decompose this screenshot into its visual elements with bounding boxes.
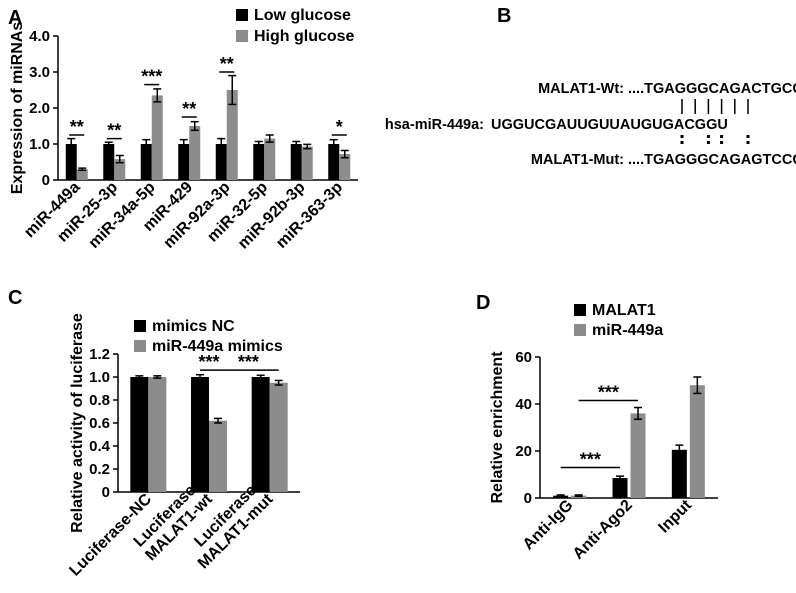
legend-swatch (134, 320, 146, 332)
x-tick-label: Anti-Ago2 (570, 497, 636, 563)
legend-label: Low glucose (254, 7, 351, 24)
bar (290, 144, 302, 180)
y-tick-label: 0 (42, 172, 50, 189)
seq-wt: ....TGAGGGCAGACTGCCA.... (628, 81, 796, 97)
bar (630, 413, 646, 498)
panel-label-d: D (476, 292, 490, 314)
y-tick-label: 0.6 (89, 415, 110, 432)
legend-label: High glucose (254, 28, 355, 45)
y-tick-label: 1.0 (89, 369, 110, 386)
bar (215, 144, 227, 180)
bar (301, 146, 313, 180)
pair-dot (680, 141, 684, 144)
seq-label-mut: MALAT1-Mut: (531, 152, 624, 168)
pairing-marks-mut (680, 135, 750, 144)
legend-swatch (236, 9, 248, 21)
sequence-alignment: MALAT1-Wt: ....TGAGGGCAGACTGCCA.... hsa-… (385, 81, 796, 168)
y-axis-label: Expression of miRNAs (9, 22, 26, 195)
panel-label-c: C (8, 287, 22, 309)
significance-stars: ** (107, 121, 121, 141)
pair-dot (720, 135, 724, 138)
legend-label: MALAT1 (592, 302, 656, 319)
seq-mut: ....TGAGGGCAGAGTCCGA.... (628, 152, 796, 168)
bar (151, 95, 163, 180)
significance-stars: *** (141, 67, 162, 87)
bar (339, 154, 351, 180)
bar (671, 449, 687, 498)
bar (130, 377, 149, 492)
significance-stars: * (336, 117, 343, 137)
y-axis-label: Relative activity of luciferase (69, 313, 86, 533)
legend-swatch (134, 340, 146, 352)
y-tick-label: 1.0 (29, 136, 50, 153)
y-tick-label: 2.0 (29, 100, 50, 117)
y-axis-label: Relative enrichment (489, 351, 506, 504)
pair-dot (680, 135, 684, 138)
bar (264, 138, 276, 180)
bar (269, 382, 288, 492)
panel-label-b: B (497, 5, 511, 27)
bar (253, 144, 265, 180)
panel-label-a: A (8, 7, 22, 29)
significance-stars: *** (580, 449, 601, 469)
y-tick-label: 3.0 (29, 64, 50, 81)
bar (251, 377, 270, 492)
y-tick-label: 40 (515, 396, 532, 413)
y-tick-label: 1.2 (89, 346, 110, 363)
significance-stars: *** (198, 352, 219, 372)
legend-swatch (574, 324, 586, 336)
bar (189, 126, 201, 180)
bar (191, 377, 209, 492)
pair-dot (706, 135, 710, 138)
significance-stars: ** (182, 99, 196, 119)
pair-dot (706, 141, 710, 144)
y-tick-label: 0 (102, 484, 110, 501)
bar (226, 90, 238, 180)
legend-label: miR-449a mimics (152, 338, 283, 355)
y-tick-label: 4.0 (29, 28, 50, 45)
significance-stars: *** (598, 382, 619, 402)
bar (114, 159, 126, 180)
y-tick-label: 0.8 (89, 392, 110, 409)
bar (103, 144, 115, 180)
legend-label: miR-449a (592, 322, 663, 339)
pair-dot (746, 141, 750, 144)
significance-stars: ** (70, 117, 84, 137)
y-tick-label: 20 (515, 443, 532, 460)
bar (328, 144, 340, 180)
bar (148, 377, 167, 492)
bar (178, 144, 190, 180)
y-tick-label: 0.2 (89, 461, 110, 478)
legend-label: mimics NC (152, 318, 235, 335)
pair-dot (720, 141, 724, 144)
seq-mirna: UGGUCGAUUGUUAUGUGACGGU (491, 117, 728, 133)
bar (209, 420, 227, 492)
y-tick-label: 0 (524, 490, 532, 507)
y-tick-label: 60 (515, 349, 532, 366)
pair-dot (746, 135, 750, 138)
seq-label-wt: MALAT1-Wt: (538, 81, 624, 97)
significance-stars: ** (220, 54, 234, 74)
seq-label-mirna: hsa-miR-449a: (385, 117, 484, 133)
bar (76, 169, 88, 180)
legend-swatch (574, 304, 586, 316)
bar (140, 144, 152, 180)
bar (689, 385, 705, 498)
pairing-lines-wt (681, 99, 749, 114)
legend-swatch (236, 30, 248, 42)
x-tick-label: Input (655, 496, 695, 536)
bar (612, 478, 628, 498)
significance-stars: *** (238, 352, 259, 372)
y-tick-label: 0.4 (89, 438, 111, 455)
bar (65, 144, 77, 180)
